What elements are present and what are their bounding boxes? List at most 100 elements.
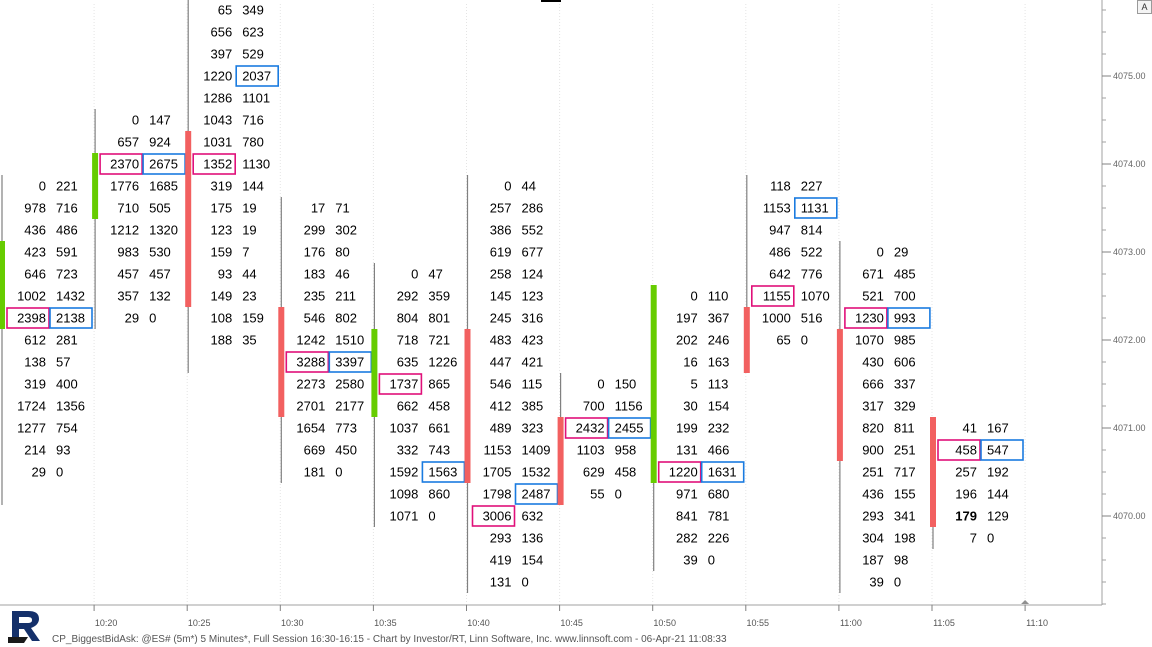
time-tick-label: 10:45 bbox=[560, 618, 583, 628]
bid-volume: 0 bbox=[132, 113, 139, 128]
ask-volume: 337 bbox=[894, 377, 916, 392]
ask-highlight bbox=[514, 483, 559, 505]
ask-volume: 2138 bbox=[56, 311, 85, 326]
bid-volume: 181 bbox=[304, 465, 326, 480]
candle-body bbox=[930, 417, 936, 527]
ask-highlight bbox=[142, 153, 186, 175]
bid-highlight bbox=[378, 373, 423, 395]
bid-volume: 0 bbox=[690, 289, 697, 304]
bid-volume: 304 bbox=[862, 531, 884, 546]
bid-volume: 0 bbox=[411, 267, 418, 282]
bid-volume: 646 bbox=[24, 267, 46, 282]
bid-volume: 2701 bbox=[296, 399, 325, 414]
bid-volume: 123 bbox=[210, 223, 232, 238]
ask-volume: 323 bbox=[522, 421, 544, 436]
ask-volume: 1432 bbox=[56, 289, 85, 304]
ask-volume: 98 bbox=[894, 553, 908, 568]
bid-volume: 293 bbox=[862, 509, 884, 524]
ask-volume: 0 bbox=[522, 575, 529, 590]
ask-volume: 985 bbox=[894, 333, 916, 348]
bid-volume: 521 bbox=[862, 289, 884, 304]
bid-volume: 642 bbox=[769, 267, 791, 282]
ask-volume: 7 bbox=[242, 245, 249, 260]
ask-volume: 0 bbox=[428, 509, 435, 524]
ask-volume: 802 bbox=[335, 311, 357, 326]
bid-volume: 214 bbox=[24, 443, 46, 458]
ask-volume: 0 bbox=[801, 333, 808, 348]
bid-volume: 257 bbox=[490, 201, 512, 216]
ask-volume: 623 bbox=[242, 25, 264, 40]
bid-highlight bbox=[937, 439, 981, 461]
bid-volume: 1002 bbox=[17, 289, 46, 304]
ask-volume: 155 bbox=[894, 487, 916, 502]
bid-volume: 282 bbox=[676, 531, 698, 546]
bid-volume: 1037 bbox=[389, 421, 418, 436]
bid-volume: 2370 bbox=[110, 157, 139, 172]
footprint-bar-1100: 0 29 671 485 521 700 1230 993 1070 985 430 606 666 33… bbox=[836, 241, 931, 593]
bid-volume: 30 bbox=[683, 399, 697, 414]
ask-volume: 2675 bbox=[149, 157, 178, 172]
ask-volume: 860 bbox=[428, 487, 450, 502]
candle-body bbox=[557, 417, 564, 505]
ask-volume: 281 bbox=[56, 333, 78, 348]
ask-highlight bbox=[793, 197, 838, 219]
ask-volume: 773 bbox=[335, 421, 357, 436]
ask-volume: 466 bbox=[708, 443, 730, 458]
ask-volume: 44 bbox=[522, 179, 536, 194]
ask-volume: 57 bbox=[56, 355, 70, 370]
ask-volume: 124 bbox=[522, 267, 544, 282]
ask-volume: 232 bbox=[708, 421, 730, 436]
bid-volume: 662 bbox=[397, 399, 419, 414]
autoscale-button[interactable]: A bbox=[1137, 0, 1152, 14]
bid-volume: 199 bbox=[676, 421, 698, 436]
bid-volume: 629 bbox=[583, 465, 605, 480]
ask-volume: 450 bbox=[335, 443, 357, 458]
ask-volume: 717 bbox=[894, 465, 916, 480]
ask-volume: 516 bbox=[801, 311, 823, 326]
bid-volume: 196 bbox=[955, 487, 977, 502]
price-tick-label: 4073.00 bbox=[1113, 247, 1146, 257]
ask-volume: 163 bbox=[708, 355, 730, 370]
bid-volume: 188 bbox=[210, 333, 232, 348]
bid-volume: 299 bbox=[304, 223, 326, 238]
time-tick-label: 10:40 bbox=[467, 618, 490, 628]
bid-volume: 900 bbox=[862, 443, 884, 458]
bid-volume: 718 bbox=[397, 333, 419, 348]
ask-volume: 113 bbox=[708, 377, 729, 392]
bid-volume: 1153 bbox=[484, 443, 512, 458]
bid-volume: 41 bbox=[963, 421, 977, 436]
ask-volume: 136 bbox=[522, 531, 544, 546]
bid-volume: 292 bbox=[397, 289, 419, 304]
bid-volume: 2398 bbox=[17, 311, 46, 326]
bid-volume: 138 bbox=[24, 355, 46, 370]
ask-volume: 144 bbox=[987, 487, 1009, 502]
footprint-bar-1035: 0 47 292 359 804 801 718 721 635 1226 1737 865 662 45… bbox=[371, 263, 466, 527]
ask-volume: 2580 bbox=[335, 377, 364, 392]
ask-volume: 458 bbox=[428, 399, 450, 414]
ask-volume: 29 bbox=[894, 245, 908, 260]
bid-volume: 397 bbox=[210, 47, 232, 62]
ask-volume: 359 bbox=[428, 289, 450, 304]
candle-body bbox=[185, 131, 192, 307]
bid-volume: 357 bbox=[117, 289, 139, 304]
ask-volume: 1131 bbox=[801, 201, 829, 216]
ask-volume: 44 bbox=[242, 267, 256, 282]
candle-body bbox=[464, 329, 471, 483]
bid-volume: 319 bbox=[24, 377, 46, 392]
ask-volume: 226 bbox=[708, 531, 730, 546]
ask-volume: 341 bbox=[894, 509, 916, 524]
bid-volume: 332 bbox=[397, 443, 419, 458]
bid-volume: 1724 bbox=[17, 399, 46, 414]
ask-volume: 198 bbox=[894, 531, 916, 546]
ask-volume: 423 bbox=[522, 333, 544, 348]
time-tick-label: 10:25 bbox=[188, 618, 211, 628]
bid-volume: 1242 bbox=[296, 333, 325, 348]
bid-volume: 65 bbox=[776, 333, 790, 348]
bid-volume: 1776 bbox=[110, 179, 139, 194]
bid-volume: 700 bbox=[583, 399, 605, 414]
ask-volume: 485 bbox=[894, 267, 916, 282]
bid-volume: 159 bbox=[210, 245, 232, 260]
current-time-marker bbox=[1021, 600, 1030, 604]
